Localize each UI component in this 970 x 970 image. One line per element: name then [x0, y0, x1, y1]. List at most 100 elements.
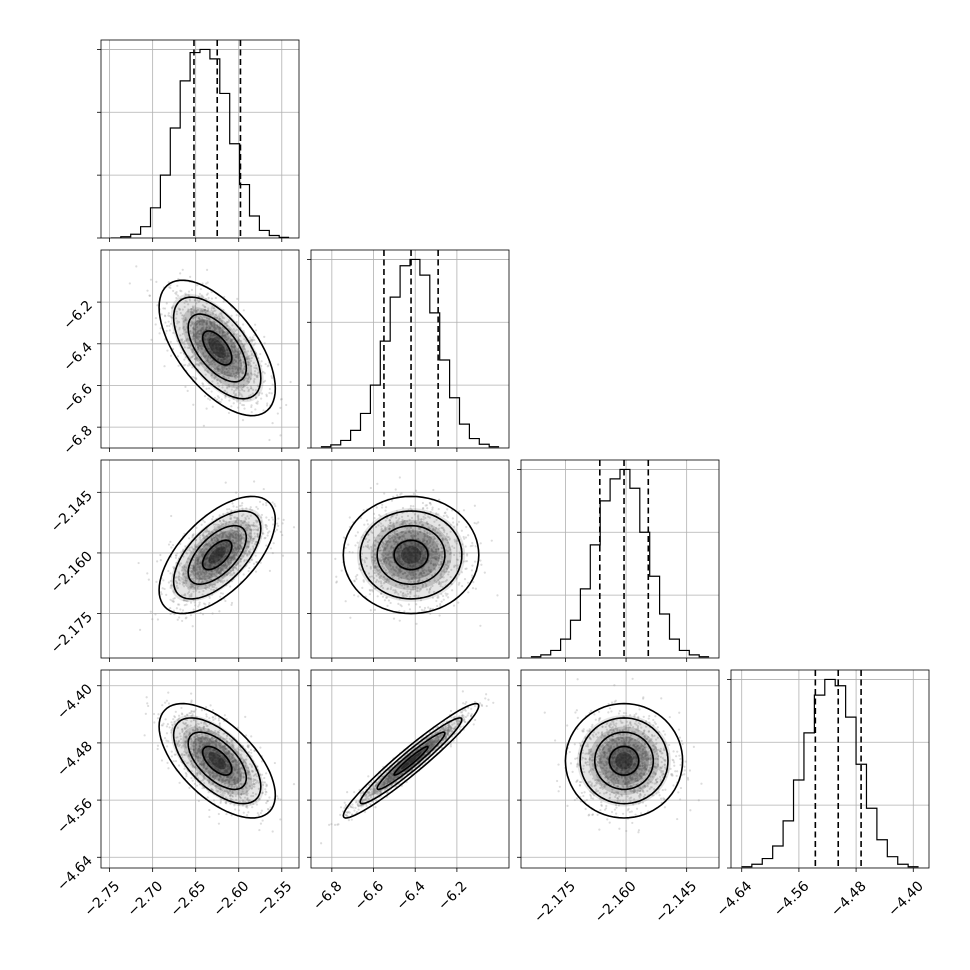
scatter-point: [226, 734, 229, 737]
scatter-point: [357, 595, 360, 598]
scatter-point: [203, 762, 206, 765]
scatter-point: [192, 337, 195, 340]
scatter-point: [205, 310, 208, 313]
scatter-point: [210, 575, 213, 578]
scatter-point: [432, 564, 435, 567]
scatter-point: [368, 575, 372, 578]
scatter-point: [363, 523, 366, 526]
scatter-point: [437, 596, 440, 599]
scatter-point: [416, 549, 419, 552]
scatter-point: [211, 344, 214, 347]
scatter-point: [247, 545, 250, 548]
scatter-point: [212, 342, 215, 345]
scatter-point: [216, 568, 219, 571]
scatter-point: [427, 559, 430, 562]
scatter-point: [455, 539, 458, 542]
scatter-point: [196, 308, 200, 312]
scatter-point: [208, 317, 211, 320]
scatter-point: [223, 759, 226, 762]
scatter-point: [233, 566, 236, 569]
scatter-point: [160, 593, 163, 596]
scatter-point: [236, 297, 239, 301]
scatter-point: [222, 535, 225, 539]
scatter-point: [232, 384, 235, 387]
scatter-point: [208, 774, 212, 778]
scatter-point: [378, 577, 381, 580]
scatter-point: [408, 564, 412, 567]
scatter-point: [208, 753, 211, 756]
scatter-point: [211, 585, 214, 588]
scatter-point: [447, 570, 450, 574]
scatter-point: [233, 340, 237, 343]
scatter-point: [207, 542, 211, 545]
scatter-point: [236, 545, 239, 548]
scatter-point: [379, 585, 383, 588]
scatter-point: [221, 316, 224, 320]
scatter-point: [423, 542, 427, 545]
scatter-point: [204, 755, 207, 758]
scatter-point: [202, 319, 205, 323]
scatter-point: [206, 556, 209, 560]
scatter-point: [273, 502, 276, 506]
scatter-point: [382, 567, 386, 570]
scatter-point: [226, 391, 229, 394]
scatter-point: [237, 547, 241, 550]
scatter-point: [216, 751, 219, 754]
scatter-point: [211, 716, 214, 719]
scatter-point: [215, 337, 219, 340]
scatter-point: [197, 571, 200, 574]
scatter-point: [238, 314, 241, 317]
scatter-point: [240, 749, 244, 752]
scatter-point: [199, 566, 202, 569]
scatter-point: [215, 571, 218, 574]
scatter-point: [417, 518, 420, 521]
scatter-point: [221, 326, 224, 329]
scatter-point: [442, 598, 445, 601]
scatter-point: [367, 533, 370, 536]
scatter-point: [414, 569, 418, 572]
scatter-point: [270, 375, 273, 378]
scatter-point: [373, 608, 376, 612]
scatter-point: [397, 570, 400, 573]
scatter-point: [218, 572, 221, 575]
scatter-point: [381, 586, 385, 590]
scatter-point: [195, 309, 198, 312]
scatter-point: [213, 329, 216, 332]
scatter-point: [216, 378, 219, 381]
scatter-point: [250, 410, 253, 414]
scatter-point: [242, 309, 245, 312]
scatter-point: [243, 407, 246, 410]
scatter-point: [231, 551, 235, 554]
scatter-point: [366, 545, 369, 548]
scatter-point: [248, 528, 251, 531]
scatter-point: [224, 751, 227, 754]
scatter-point: [222, 375, 225, 378]
scatter-point: [405, 569, 408, 572]
scatter-point: [421, 583, 424, 586]
scatter-point: [201, 534, 204, 537]
scatter-point: [210, 531, 213, 534]
scatter-point: [210, 730, 213, 733]
scatter-point: [182, 341, 185, 344]
scatter-point: [417, 560, 420, 564]
scatter-point: [438, 556, 441, 559]
scatter-point: [197, 329, 200, 333]
scatter-point: [365, 519, 369, 522]
scatter-point: [233, 551, 236, 554]
scatter-point: [203, 777, 206, 780]
scatter-point: [404, 537, 407, 540]
scatter-point: [235, 563, 238, 566]
scatter-point: [265, 525, 268, 528]
scatter-point: [413, 594, 416, 598]
scatter-point: [431, 506, 434, 509]
scatter-point: [380, 552, 383, 555]
scatter-point: [430, 549, 433, 553]
scatter-point: [138, 628, 142, 631]
scatter-point: [243, 520, 247, 523]
scatter-point: [175, 742, 178, 745]
scatter-point: [190, 313, 193, 316]
scatter-point: [241, 371, 244, 374]
scatter-point: [428, 569, 431, 572]
scatter-point: [220, 535, 224, 539]
scatter-point: [385, 517, 389, 520]
